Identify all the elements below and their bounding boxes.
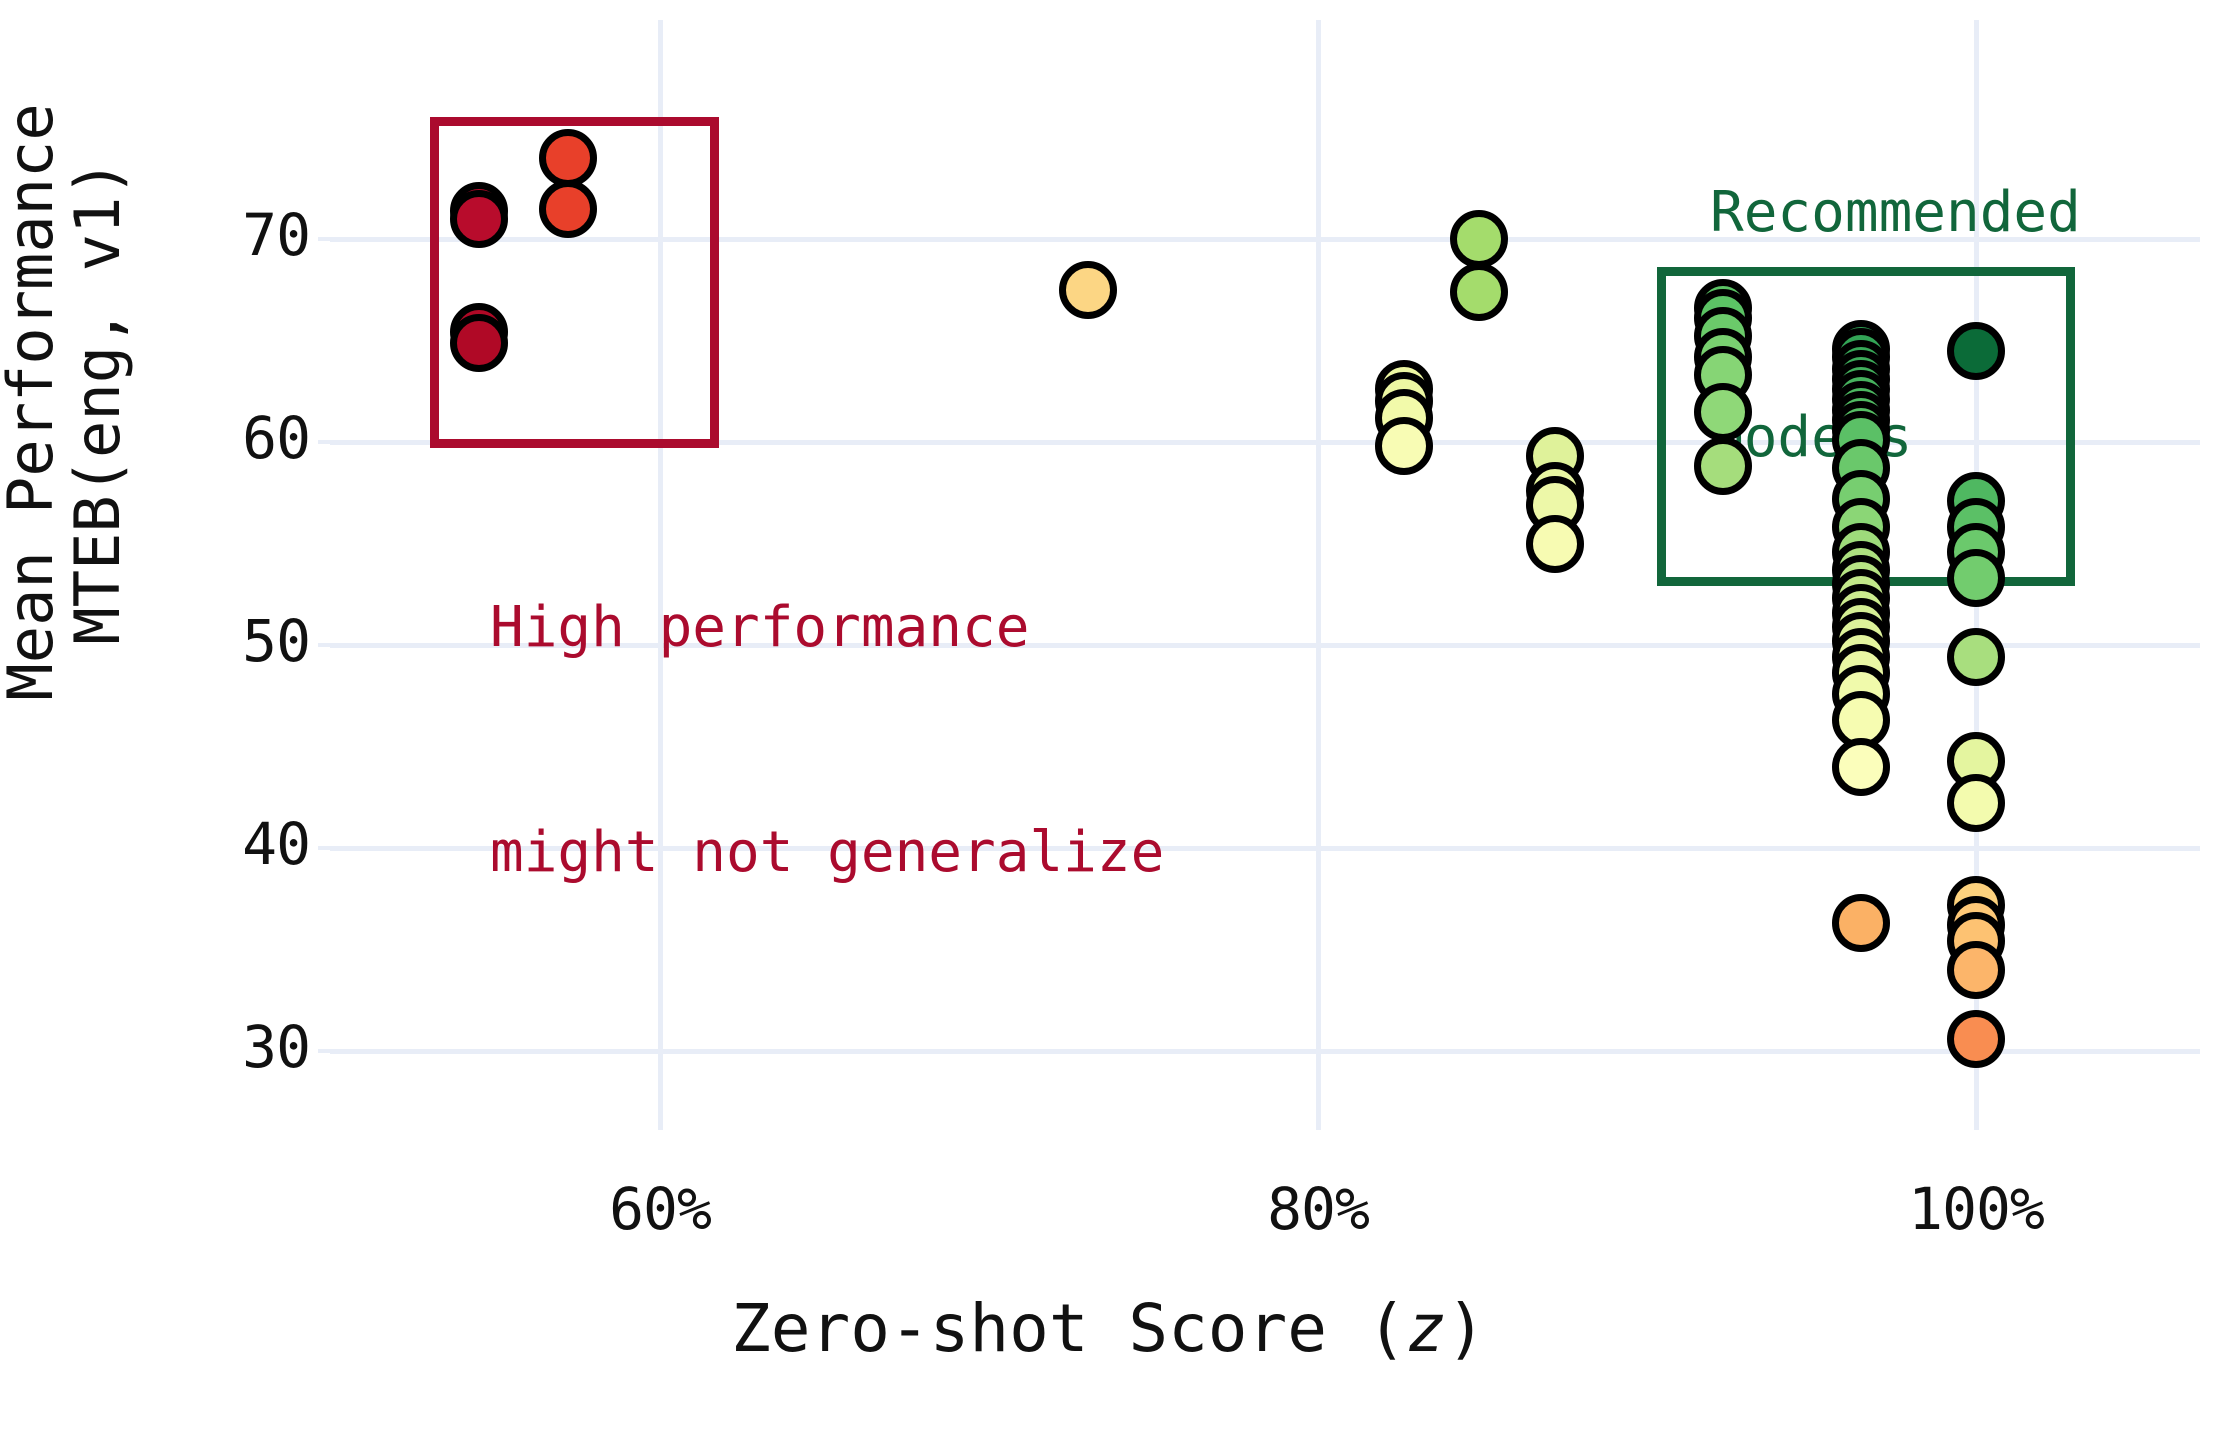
gridline-horizontal — [330, 237, 2200, 242]
y-axis-tick-label: 30 — [242, 1013, 311, 1081]
gridline-horizontal — [330, 1049, 2200, 1054]
y-axis-tick-mark — [318, 643, 340, 647]
x-axis-title: Zero-shot Score (z) — [0, 1290, 2217, 1367]
scatter-point — [538, 179, 597, 238]
y-axis-tick-mark — [318, 846, 340, 850]
x-axis-tick-label: 100% — [1908, 1175, 2045, 1243]
plot-area — [330, 20, 2200, 1130]
scatter-point — [1947, 628, 2005, 687]
scatter-point — [538, 128, 597, 187]
high-performance-annotation-line1: High performance — [490, 595, 1030, 661]
scatter-point — [450, 313, 509, 372]
y-axis-tick-label: 70 — [242, 201, 311, 269]
gridline-horizontal — [330, 440, 2200, 445]
y-axis-tick-mark — [318, 440, 340, 444]
scatter-point — [1693, 437, 1752, 496]
high-performance-highlight-box — [429, 117, 720, 449]
gridline-vertical — [658, 20, 663, 1130]
gridline-vertical — [1316, 20, 1321, 1130]
x-axis-title-suffix: ) — [1446, 1290, 1486, 1367]
x-axis-title-variable: z — [1406, 1290, 1447, 1367]
x-axis-tick-label: 80% — [1267, 1175, 1370, 1243]
scatter-point — [1831, 894, 1890, 953]
scatter-point — [1693, 382, 1752, 441]
y-axis-title: Mean Performance MTEB(eng, v1) — [0, 0, 134, 952]
y-axis-title-line1: Mean Performance — [0, 103, 68, 701]
scatter-point — [1947, 774, 2005, 833]
high-performance-annotation-line2: might not generalize — [490, 820, 1165, 886]
scatter-point — [1058, 260, 1117, 319]
scatter-point — [1450, 210, 1509, 268]
gridline-horizontal — [330, 846, 2200, 851]
x-axis-tick-label: 60% — [609, 1175, 712, 1243]
y-axis-tick-mark — [318, 237, 340, 241]
y-axis-tick-label: 50 — [242, 607, 311, 675]
scatter-point — [1947, 549, 2005, 607]
scatter-point — [1525, 514, 1584, 573]
y-axis-tick-label: 60 — [242, 404, 311, 472]
y-axis-tick-mark — [318, 1049, 340, 1053]
recommended-models-annotation: Recommended models — [1710, 25, 2081, 625]
gridline-horizontal — [330, 643, 2200, 648]
y-axis-tick-label: 40 — [242, 810, 311, 878]
scatter-point — [1947, 321, 2005, 380]
y-axis-title-line2: MTEB(eng, v1) — [61, 159, 134, 645]
high-performance-annotation: High performance might not generalize — [490, 440, 1164, 1040]
scatter-point — [1374, 417, 1433, 476]
scatter-point — [1450, 262, 1509, 321]
x-axis-title-prefix: Zero-shot Score ( — [730, 1290, 1407, 1367]
scatter-point — [1947, 940, 2005, 999]
scatter-point — [1831, 737, 1890, 796]
scatter-point — [1947, 1009, 2005, 1068]
scatter-point — [450, 189, 509, 248]
recommended-models-annotation-line1: Recommended — [1710, 180, 2081, 246]
